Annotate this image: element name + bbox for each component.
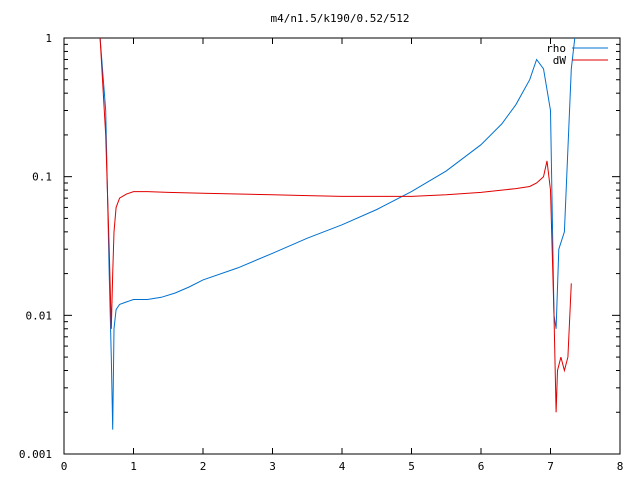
legend-label: rho bbox=[546, 42, 566, 55]
chart-title: m4/n1.5/k190/0.52/512 bbox=[270, 12, 409, 25]
legend-label: dW bbox=[553, 54, 567, 67]
axis-ticks: 0 1 2 3 4 5 6 7 8 0.001 0.01 0.1 1 bbox=[19, 32, 623, 473]
x-tick-label: 8 bbox=[617, 460, 624, 473]
x-tick-label: 1 bbox=[130, 460, 137, 473]
y-tick-label: 0.01 bbox=[26, 309, 53, 322]
x-tick-label: 2 bbox=[200, 460, 207, 473]
x-tick-label: 6 bbox=[478, 460, 485, 473]
series-line-rho bbox=[99, 37, 576, 430]
y-tick-label: 0.001 bbox=[19, 448, 52, 461]
series-line-dw bbox=[99, 37, 572, 413]
series-layer bbox=[99, 37, 576, 430]
y-tick-label: 0.1 bbox=[32, 171, 52, 184]
x-tick-label: 7 bbox=[547, 460, 554, 473]
x-tick-label: 5 bbox=[408, 460, 415, 473]
x-tick-label: 3 bbox=[269, 460, 276, 473]
x-tick-label: 4 bbox=[339, 460, 346, 473]
y-tick-label: 1 bbox=[45, 32, 52, 45]
x-tick-label: 0 bbox=[61, 460, 68, 473]
plot-area-border bbox=[63, 37, 621, 455]
